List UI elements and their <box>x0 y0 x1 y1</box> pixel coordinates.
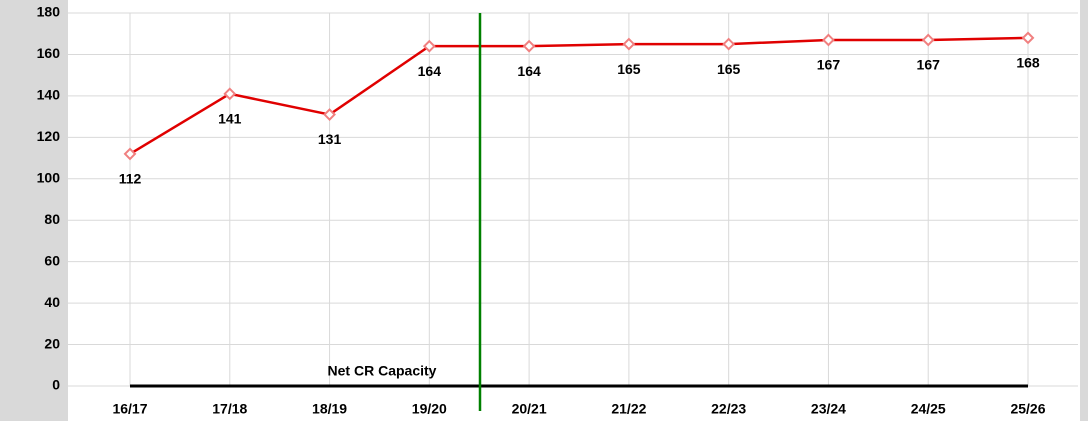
y-tick-label: 20 <box>44 335 60 351</box>
point <box>1021 31 1035 45</box>
point <box>622 37 636 51</box>
x-tick-label: 21/22 <box>611 401 646 417</box>
data-label: 164 <box>517 63 541 79</box>
x-tick-label: 22/23 <box>711 401 746 417</box>
point <box>921 33 935 47</box>
x-tick-label: 24/25 <box>911 401 946 417</box>
data-label: 164 <box>418 63 442 79</box>
point <box>323 108 336 121</box>
data-label: 141 <box>218 111 242 127</box>
y-tick-label: 60 <box>44 252 60 268</box>
x-tick-label: 20/21 <box>512 401 547 417</box>
y-tick-label: 100 <box>37 169 61 185</box>
marks: 112 141 131 164 164 165 165 167 167 168 <box>119 31 1040 187</box>
point <box>522 39 536 53</box>
plot-background <box>68 0 1080 421</box>
y-tick-label: 80 <box>44 211 60 227</box>
data-label: 131 <box>318 131 342 147</box>
data-label: 167 <box>917 57 941 73</box>
x-tick-label: 23/24 <box>811 401 846 417</box>
data-label: 167 <box>817 57 841 73</box>
y-tick-label: 120 <box>37 128 61 144</box>
data-label: 112 <box>119 171 142 187</box>
y-tick-label: 160 <box>37 45 61 61</box>
y-tick-label: 40 <box>44 294 60 310</box>
y-tick-label: 0 <box>52 377 60 393</box>
x-tick-label: 18/19 <box>312 401 347 417</box>
x-tick-label: 17/18 <box>212 401 247 417</box>
point <box>422 39 436 53</box>
data-label: 165 <box>617 61 641 77</box>
x-tick-label: 19/20 <box>412 401 447 417</box>
x-tick-label: 25/26 <box>1010 401 1045 417</box>
point <box>722 37 736 51</box>
series-label: Net CR Capacity <box>328 363 437 379</box>
point <box>123 147 137 161</box>
data-label: 168 <box>1016 55 1040 71</box>
x-tick-label: 16/17 <box>112 401 147 417</box>
point <box>223 87 237 101</box>
point <box>822 33 835 47</box>
line <box>129 36 1029 155</box>
y-tick-label: 140 <box>37 87 61 103</box>
data-label: 165 <box>717 61 741 77</box>
y-tick-label: 180 <box>37 4 61 20</box>
